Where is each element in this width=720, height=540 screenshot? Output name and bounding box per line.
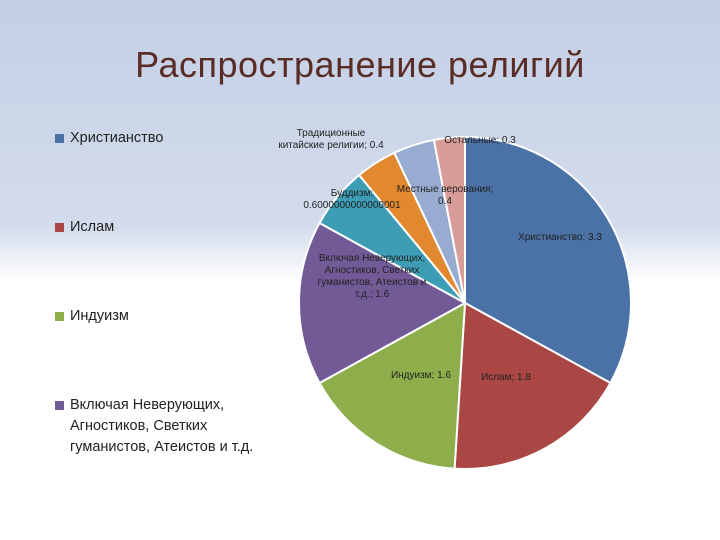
data-label-islam: Ислам; 1.8	[481, 372, 531, 383]
legend-swatch-icon	[55, 312, 64, 321]
pie-slice-islam	[453, 301, 612, 470]
legend-item-hinduism: Индуизм	[55, 306, 265, 327]
data-label-line: Остальные; 0.3	[444, 135, 516, 146]
legend-label: Индуизм	[70, 308, 129, 324]
legend-label: Включая Неверующих, Агностиков, Светких …	[70, 397, 254, 455]
data-label-christianity: Христианство; 3.3	[518, 232, 602, 243]
legend-swatch-icon	[55, 401, 64, 410]
pie-slice-nonreligious	[298, 221, 468, 385]
pie-slice-christianity	[464, 135, 632, 385]
data-label-chinese-traditional: Традиционные китайские религии; 0.4	[278, 128, 384, 151]
legend-swatch-icon	[55, 134, 64, 143]
data-label-nonreligious: Включая Неверующих, Агностиков, Светких гу…	[318, 253, 427, 300]
data-label-line: Индуизм; 1.6	[391, 370, 451, 381]
data-label-line: Ислам; 1.8	[481, 372, 531, 383]
data-label-line: Буддизм;	[331, 188, 374, 199]
data-label-line: гуманистов, Атеистов и	[318, 277, 427, 288]
data-label-other: Остальные; 0.3	[444, 135, 516, 146]
pie-slice-hinduism	[318, 301, 467, 470]
data-label-line: 0.4	[438, 196, 452, 207]
data-label-line: 0.6000000000000001	[303, 200, 401, 211]
slide-title: Распространение религий	[135, 44, 585, 85]
data-label-line: Агностиков, Светких	[325, 265, 420, 276]
legend-swatch-icon	[55, 223, 64, 232]
legend-label: Христианство	[70, 130, 164, 146]
data-label-folk-religions: Местные верования; 0.4	[397, 184, 494, 207]
data-label-line: Местные верования;	[397, 184, 494, 195]
legend-item-islam: Ислам	[55, 217, 265, 238]
legend-item-christianity: Христианство	[55, 128, 265, 149]
pie-slice-other	[432, 135, 466, 304]
data-label-line: Традиционные	[297, 128, 366, 139]
data-label-line: Включая Неверующих,	[319, 253, 425, 264]
data-label-line: китайские религии; 0.4	[278, 140, 384, 151]
data-label-line: Христианство; 3.3	[518, 232, 602, 243]
data-label-line: т.д.; 1.6	[355, 289, 390, 300]
legend-item-nonreligious: Включая Неверующих, Агностиков, Светких …	[55, 395, 265, 458]
legend-label: Ислам	[70, 219, 115, 235]
data-label-hinduism: Индуизм; 1.6	[391, 370, 451, 381]
data-label-buddhism: Буддизм; 0.6000000000000001	[303, 188, 401, 211]
